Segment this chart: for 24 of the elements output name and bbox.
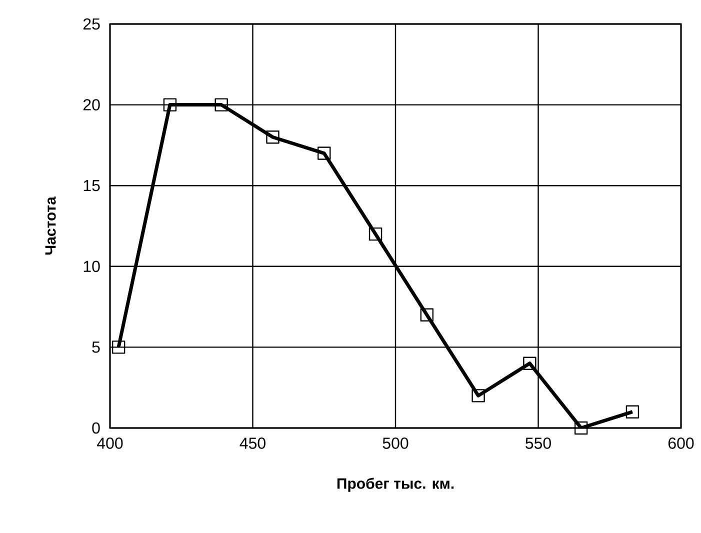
x-axis-title: Пробег тыс. км. xyxy=(337,478,454,492)
point xyxy=(266,130,280,144)
point xyxy=(626,405,640,418)
x-tick-label: 600 xyxy=(668,438,694,449)
y-tick-label: 20 xyxy=(83,99,100,110)
point xyxy=(163,98,177,112)
y-tick-label: 25 xyxy=(83,18,100,30)
point xyxy=(574,421,588,435)
point xyxy=(368,227,382,241)
point xyxy=(214,98,228,112)
point xyxy=(112,340,126,354)
y-tick-label: 10 xyxy=(84,260,100,272)
x-tick-label: 500 xyxy=(382,438,408,449)
x-tick-label: 400 xyxy=(97,438,123,449)
point xyxy=(318,146,331,160)
point xyxy=(472,389,485,402)
y-tick-label: 15 xyxy=(84,180,100,192)
x-tick-label: 550 xyxy=(526,438,551,449)
y-axis-title: Частота xyxy=(45,196,56,255)
point xyxy=(420,308,434,322)
x-tick-label: 450 xyxy=(240,438,266,449)
y-tick-label: 5 xyxy=(92,342,100,353)
point xyxy=(523,356,536,370)
y-tick-label: 0 xyxy=(92,422,100,434)
